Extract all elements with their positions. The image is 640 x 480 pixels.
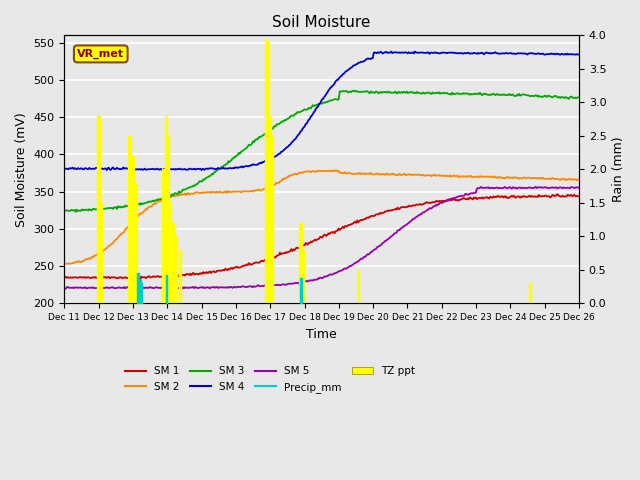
Legend: SM 1, SM 2, SM 3, SM 4, SM 5, Precip_mm, TZ ppt: SM 1, SM 2, SM 3, SM 4, SM 5, Precip_mm,… [121,362,419,396]
Text: VR_met: VR_met [77,49,124,59]
Y-axis label: Soil Moisture (mV): Soil Moisture (mV) [15,112,28,227]
Y-axis label: Rain (mm): Rain (mm) [612,137,625,202]
X-axis label: Time: Time [307,328,337,341]
Title: Soil Moisture: Soil Moisture [273,15,371,30]
